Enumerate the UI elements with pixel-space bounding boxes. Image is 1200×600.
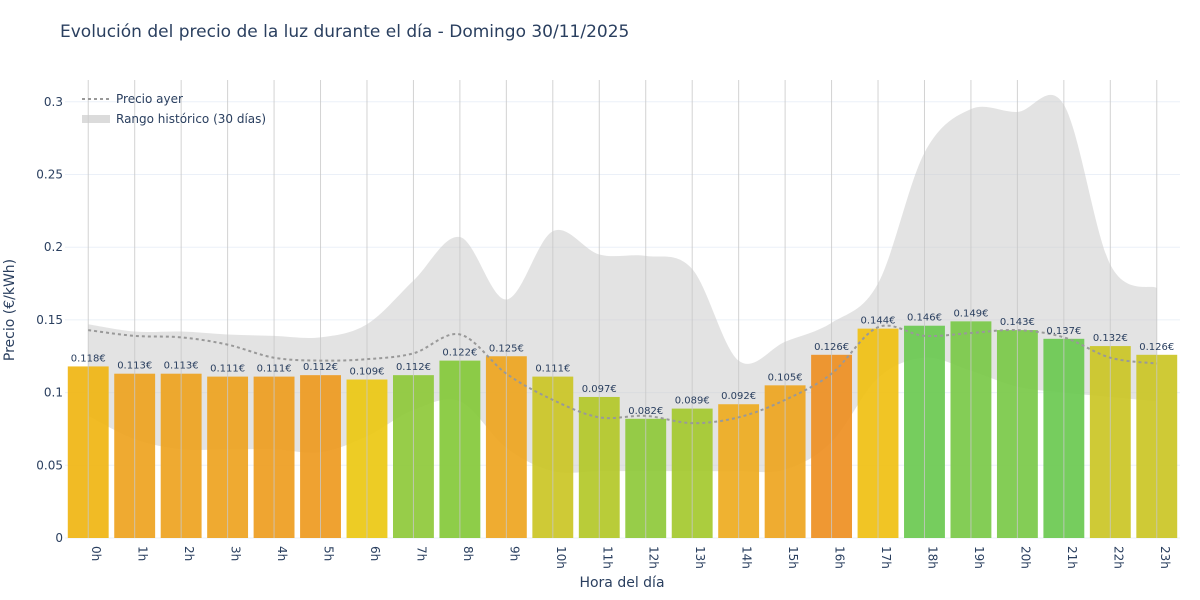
- bar-value-label: 0.118€: [71, 353, 106, 364]
- yesterday-line-layer: [88, 324, 1157, 425]
- bar-value-label: 0.089€: [675, 396, 710, 407]
- x-tick-label: 0h: [89, 546, 103, 561]
- bar-value-label: 0.097€: [582, 384, 617, 395]
- bar-value-label: 0.112€: [303, 362, 338, 373]
- x-tick-label: 16h: [833, 546, 847, 569]
- x-tick-label: 11h: [600, 546, 614, 569]
- y-axis-title: Precio (€/kWh): [2, 259, 18, 361]
- legend[interactable]: Precio ayer Rango histórico (30 días): [82, 92, 266, 126]
- x-tick-label: 2h: [182, 546, 196, 561]
- x-tick-label: 7h: [414, 546, 428, 561]
- bar-value-label: 0.092€: [721, 391, 756, 402]
- legend-band-swatch: [82, 115, 110, 123]
- bar-value-label: 0.111€: [257, 364, 292, 375]
- y-tick-label: 0.15: [36, 313, 63, 327]
- x-tick-label: 10h: [554, 546, 568, 569]
- bar-value-label: 0.143€: [1000, 317, 1035, 328]
- x-tick-label: 19h: [972, 546, 986, 569]
- legend-item-range[interactable]: Rango histórico (30 días): [116, 112, 266, 126]
- y-tick-label: 0.2: [44, 240, 63, 254]
- bar-value-label: 0.137€: [1046, 326, 1081, 337]
- y-tick-label: 0: [55, 531, 63, 545]
- x-tick-label: 14h: [740, 546, 754, 569]
- bars-layer: [67, 321, 1178, 538]
- bar-value-label: 0.125€: [489, 343, 524, 354]
- x-tick-label: 15h: [786, 546, 800, 569]
- bar-labels-layer: 0.118€ 0.113€ 0.113€ 0.111€ 0.111€ 0.112€ 0.10…: [71, 308, 1175, 416]
- bar-value-label: 0.111€: [210, 364, 245, 375]
- bar-value-label: 0.126€: [814, 342, 849, 353]
- x-tick-label: 22h: [1111, 546, 1125, 569]
- vertical-grid-layer: [87, 80, 1158, 538]
- bar-value-label: 0.122€: [442, 348, 477, 359]
- bar-value-label: 0.112€: [396, 362, 431, 373]
- x-tick-label: 17h: [879, 546, 893, 569]
- bar-value-label: 0.144€: [861, 316, 896, 327]
- historical-range-band: [88, 94, 1157, 473]
- x-tick-label: 4h: [275, 546, 289, 561]
- legend-item-yesterday[interactable]: Precio ayer: [116, 92, 183, 106]
- bar-value-label: 0.132€: [1093, 333, 1128, 344]
- bar-value-label: 0.113€: [164, 361, 199, 372]
- axes-layer: 0 0.05 0.1 0.15 0.2 0.25 0.3 0h 1h 2h 3h 4h 5h 6h 7h 8h…: [36, 95, 1171, 569]
- y-tick-label: 0.3: [44, 95, 63, 109]
- y-tick-label: 0.05: [36, 458, 63, 472]
- chart-title: Evolución del precio de la luz durante e…: [60, 22, 630, 42]
- x-tick-label: 13h: [693, 546, 707, 569]
- x-tick-label: 20h: [1018, 546, 1032, 569]
- x-tick-label: 3h: [229, 546, 243, 561]
- bar-value-label: 0.111€: [535, 364, 570, 375]
- x-tick-label: 1h: [136, 546, 150, 561]
- x-tick-label: 9h: [507, 546, 521, 561]
- bar-value-label: 0.082€: [628, 406, 663, 417]
- bar-value-label: 0.105€: [768, 372, 803, 383]
- y-tick-label: 0.1: [44, 386, 63, 400]
- x-tick-label: 12h: [647, 546, 661, 569]
- x-tick-label: 5h: [322, 546, 336, 561]
- x-tick-label: 8h: [461, 546, 475, 561]
- y-tick-label: 0.25: [36, 168, 63, 182]
- x-axis-title: Hora del día: [579, 575, 664, 591]
- x-tick-label: 18h: [925, 546, 939, 569]
- historical-range-layer: [88, 94, 1157, 473]
- bar-value-label: 0.109€: [349, 367, 384, 378]
- x-tick-label: 21h: [1065, 546, 1079, 569]
- yesterday-price-line: [88, 324, 1157, 425]
- bar-value-label: 0.126€: [1139, 342, 1174, 353]
- bar-value-label: 0.149€: [953, 308, 988, 319]
- bar-value-label: 0.146€: [907, 313, 942, 324]
- x-tick-label: 23h: [1158, 546, 1172, 569]
- x-tick-label: 6h: [368, 546, 382, 561]
- bar-value-label: 0.113€: [117, 361, 152, 372]
